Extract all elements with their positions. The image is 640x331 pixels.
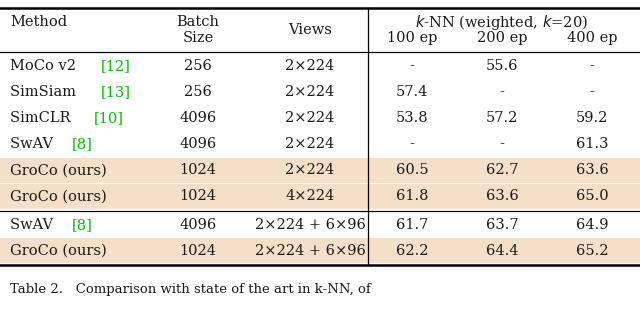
Text: 61.3: 61.3 — [576, 137, 608, 151]
Text: 59.2: 59.2 — [576, 111, 608, 125]
Bar — [0, 238, 640, 263]
Text: GroCo (ours): GroCo (ours) — [10, 163, 107, 177]
Text: 57.2: 57.2 — [486, 111, 518, 125]
Text: 55.6: 55.6 — [486, 59, 518, 73]
Text: 64.9: 64.9 — [576, 218, 608, 232]
Text: [8]: [8] — [72, 137, 93, 151]
Text: SimSiam: SimSiam — [10, 85, 81, 99]
Text: -: - — [410, 59, 415, 73]
Text: Table 2.   Comparison with state of the art in k-NN, of: Table 2. Comparison with state of the ar… — [10, 283, 371, 296]
Text: SwAV: SwAV — [10, 137, 58, 151]
Text: 1024: 1024 — [179, 244, 216, 258]
Text: MoCo v2: MoCo v2 — [10, 59, 81, 73]
Text: 4096: 4096 — [179, 218, 216, 232]
Text: [13]: [13] — [101, 85, 131, 99]
Text: [10]: [10] — [94, 111, 124, 125]
Text: $k$-NN (weighted, $k$=20): $k$-NN (weighted, $k$=20) — [415, 13, 589, 31]
Text: 4096: 4096 — [179, 111, 216, 125]
Text: -: - — [500, 85, 504, 99]
Text: 61.8: 61.8 — [396, 189, 428, 203]
Text: 63.6: 63.6 — [575, 163, 609, 177]
Text: SwAV: SwAV — [10, 218, 58, 232]
Text: 4096: 4096 — [179, 137, 216, 151]
Text: -: - — [410, 137, 415, 151]
Text: 62.2: 62.2 — [396, 244, 428, 258]
Text: 60.5: 60.5 — [396, 163, 428, 177]
Text: 62.7: 62.7 — [486, 163, 518, 177]
Text: 64.4: 64.4 — [486, 244, 518, 258]
Text: 256: 256 — [184, 59, 212, 73]
Bar — [0, 158, 640, 183]
Text: 2×224: 2×224 — [285, 59, 335, 73]
Text: 2×224: 2×224 — [285, 85, 335, 99]
Text: 63.7: 63.7 — [486, 218, 518, 232]
Text: -: - — [589, 85, 595, 99]
Text: 63.6: 63.6 — [486, 189, 518, 203]
Text: 57.4: 57.4 — [396, 85, 428, 99]
Text: 2×224 + 6×96: 2×224 + 6×96 — [255, 244, 365, 258]
Text: -: - — [589, 59, 595, 73]
Text: 1024: 1024 — [179, 189, 216, 203]
Text: 1024: 1024 — [179, 163, 216, 177]
Text: 2×224 + 6×96: 2×224 + 6×96 — [255, 218, 365, 232]
Text: 2×224: 2×224 — [285, 137, 335, 151]
Text: 53.8: 53.8 — [396, 111, 428, 125]
Text: 2×224: 2×224 — [285, 111, 335, 125]
Text: -: - — [500, 137, 504, 151]
Text: 2×224: 2×224 — [285, 163, 335, 177]
Text: [8]: [8] — [72, 218, 93, 232]
Text: GroCo (ours): GroCo (ours) — [10, 189, 107, 203]
Text: Views: Views — [288, 23, 332, 37]
Text: 200 ep: 200 ep — [477, 31, 527, 45]
Text: 4×224: 4×224 — [285, 189, 335, 203]
Text: 256: 256 — [184, 85, 212, 99]
Text: 65.0: 65.0 — [576, 189, 608, 203]
Text: Batch
Size: Batch Size — [177, 15, 220, 45]
Text: 65.2: 65.2 — [576, 244, 608, 258]
Text: 61.7: 61.7 — [396, 218, 428, 232]
Text: SimCLR: SimCLR — [10, 111, 75, 125]
Text: Method: Method — [10, 15, 67, 29]
Text: GroCo (ours): GroCo (ours) — [10, 244, 107, 258]
Text: 100 ep: 100 ep — [387, 31, 437, 45]
Text: 400 ep: 400 ep — [567, 31, 617, 45]
Bar — [0, 184, 640, 209]
Text: [12]: [12] — [101, 59, 131, 73]
